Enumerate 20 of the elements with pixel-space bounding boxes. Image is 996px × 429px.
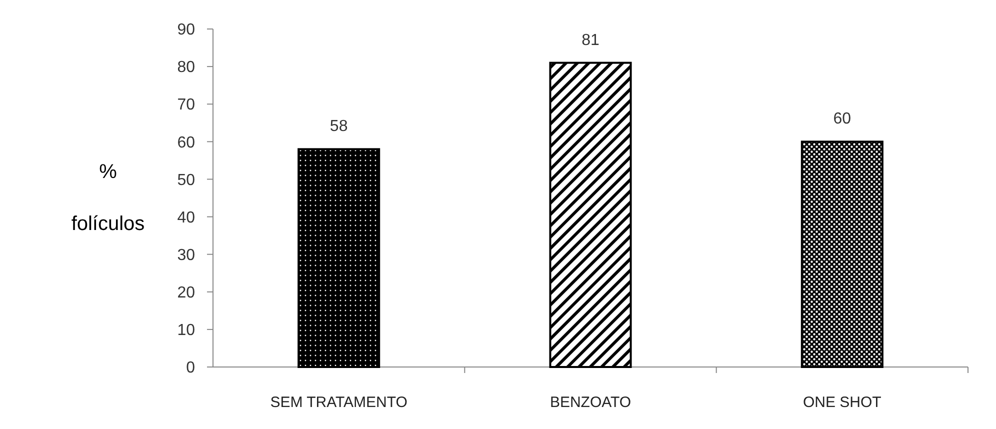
x-tick-label: SEM TRATAMENTO (270, 394, 408, 411)
y-tick-label: 50 (177, 172, 196, 189)
text: % folículos (71, 161, 145, 235)
y-tick-label: 0 (186, 360, 196, 377)
y-tick-label: 70 (177, 96, 196, 114)
x-tick-label: ONE SHOT (802, 394, 882, 411)
bar (298, 148, 380, 368)
data-label: 60 (833, 110, 852, 128)
y-tick-label: 80 (177, 59, 196, 76)
data-label: 81 (582, 32, 600, 49)
bar (549, 62, 632, 368)
y-tick-label: 10 (177, 322, 196, 340)
x-tick-label: BENZOATO (550, 394, 632, 411)
y-tick-label: 20 (177, 284, 196, 302)
data-label: 58 (330, 118, 348, 136)
y-tick-label: 30 (177, 246, 196, 264)
y-tick-label: 40 (177, 209, 196, 226)
y-tick-label: 60 (177, 134, 196, 152)
bar (800, 140, 884, 368)
y-tick-label: 90 (177, 22, 196, 39)
